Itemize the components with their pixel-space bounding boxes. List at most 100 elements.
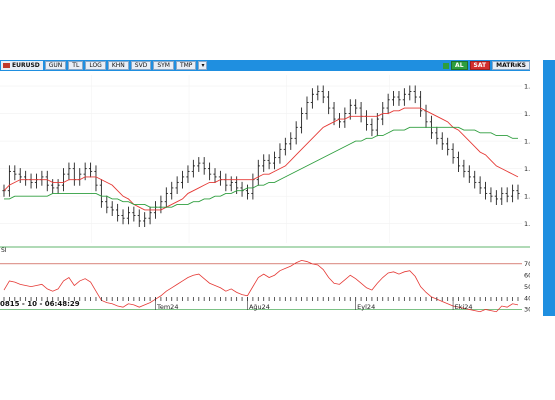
- rsi-axis: 70. 60. 50. 40. 30.: [524, 260, 530, 314]
- ohlc-bar: [299, 107, 304, 134]
- ohlc-bar: [56, 179, 60, 194]
- ohlc-bar: [34, 173, 39, 189]
- ohlc-bar: [116, 203, 120, 222]
- square-icon[interactable]: [443, 62, 450, 69]
- ohlc-bar: [500, 187, 504, 205]
- ohlc-bar: [159, 195, 163, 214]
- month-label: Ağu24: [249, 303, 270, 311]
- rsi-tick-label: 50.: [524, 283, 530, 291]
- ohlc-bar: [218, 170, 223, 186]
- ohlc-bar: [229, 176, 233, 192]
- ohlc-bar: [456, 151, 461, 172]
- month-label: Eyl24: [357, 303, 375, 311]
- matriks-logo: MATRıKS: [492, 61, 530, 70]
- ohlc-bar: [170, 181, 174, 200]
- rsi-tick-label: 60.: [524, 272, 530, 280]
- ohlc-bar: [494, 190, 498, 205]
- ohlc-bar: [343, 107, 347, 128]
- sell-button[interactable]: SAT: [469, 61, 491, 70]
- ohlc-bar: [132, 206, 136, 222]
- rsi-tick-label: 30.: [524, 306, 530, 314]
- ohlc-bar: [359, 101, 363, 123]
- ohlc-bar: [446, 137, 450, 156]
- ohlc-bar: [256, 159, 260, 186]
- ohlc-bar: [180, 170, 185, 189]
- price-tick-label: 1.11: [524, 110, 530, 118]
- price-tick-label: 1.08: [524, 192, 530, 200]
- month-label: Tem24: [156, 303, 178, 311]
- chart-area: 1.12 1.11 1.1 1.09 1.08 1.07 70. 60. 50. 40. 30.: [0, 75, 530, 314]
- ohlc-bar: [126, 206, 131, 225]
- currency-button[interactable]: TL: [68, 61, 84, 70]
- ohlc-bar: [489, 187, 493, 203]
- ohlc-bar: [294, 121, 298, 145]
- ohlc-bar: [375, 113, 379, 137]
- ohlc-bar: [251, 173, 255, 200]
- ohlc-bar: [99, 179, 103, 208]
- buy-button[interactable]: AL: [451, 61, 468, 70]
- ohlc-bar: [13, 165, 17, 181]
- ohlc-bar: [278, 143, 282, 164]
- symbol-selector[interactable]: EURUSD: [1, 61, 43, 70]
- ohlc-bar: [289, 132, 293, 150]
- ohlc-bar: [2, 184, 6, 197]
- svd-button[interactable]: SVD: [130, 61, 152, 70]
- ohlc-bar: [305, 96, 309, 120]
- ohlc-bar: [67, 162, 71, 181]
- ohlc-bar: [419, 90, 423, 117]
- ohlc-bar: [267, 154, 271, 170]
- ohlc-bar: [110, 201, 114, 217]
- period-button[interactable]: GUN: [44, 61, 67, 70]
- ohlc-bars: [2, 85, 520, 228]
- ohlc-bar: [78, 168, 82, 186]
- date-ticks: [3, 297, 519, 301]
- ohlc-bar: [137, 209, 141, 228]
- month-label: Eki24: [455, 303, 473, 311]
- ohlc-bar: [510, 184, 515, 203]
- sym-button[interactable]: SYM: [153, 61, 174, 70]
- ohlc-bar: [208, 162, 212, 181]
- tmp-button[interactable]: TMP: [175, 61, 197, 70]
- ohlc-bar: [24, 170, 28, 186]
- ohlc-bar: [245, 184, 250, 200]
- price-axis: 1.12 1.11 1.1 1.09 1.08 1.07: [524, 82, 530, 228]
- ohlc-bar: [516, 184, 520, 200]
- ohlc-bar: [45, 170, 49, 192]
- rsi-panel-label: SI: [1, 247, 7, 254]
- rsi-tick-label: 70.: [524, 260, 530, 268]
- ohlc-bar: [40, 170, 44, 186]
- time-readout: 0815 - 10 - 06:48:29: [0, 300, 80, 308]
- ohlc-bar: [272, 151, 277, 170]
- ohlc-bar: [440, 132, 444, 150]
- khn-button[interactable]: KHN: [107, 61, 129, 70]
- ohlc-bar: [332, 101, 336, 126]
- ohlc-bar: [397, 90, 401, 106]
- ohlc-bar: [240, 181, 244, 197]
- ohlc-bar: [164, 187, 168, 208]
- ohlc-bar: [175, 176, 179, 194]
- log-button[interactable]: LOG: [85, 61, 106, 70]
- ohlc-bar: [283, 137, 287, 156]
- ohlc-bar: [29, 173, 33, 189]
- moving-average-slow: [4, 126, 518, 208]
- price-tick-label: 1.07: [524, 220, 530, 228]
- ohlc-bar: [473, 170, 477, 189]
- price-grid: [0, 75, 522, 243]
- ohlc-bar: [370, 118, 374, 137]
- dropdown-arrow-icon[interactable]: ▾: [198, 61, 208, 70]
- price-tick-label: 1.12: [524, 82, 530, 90]
- ohlc-bar: [316, 85, 320, 101]
- ohlc-bar: [197, 157, 201, 172]
- flag-icon: [3, 63, 10, 68]
- ohlc-bar: [391, 90, 396, 106]
- ohlc-bar: [143, 212, 147, 228]
- ohlc-bar: [402, 88, 406, 106]
- ohlc-bar: [505, 187, 509, 203]
- ohlc-bar: [61, 168, 66, 192]
- symbol-label: EURUSD: [12, 62, 40, 69]
- price-tick-label: 1.1: [524, 137, 530, 145]
- ohlc-bar: [321, 85, 325, 104]
- right-scroll-strip[interactable]: [543, 60, 555, 316]
- ohlc-bar: [408, 85, 412, 101]
